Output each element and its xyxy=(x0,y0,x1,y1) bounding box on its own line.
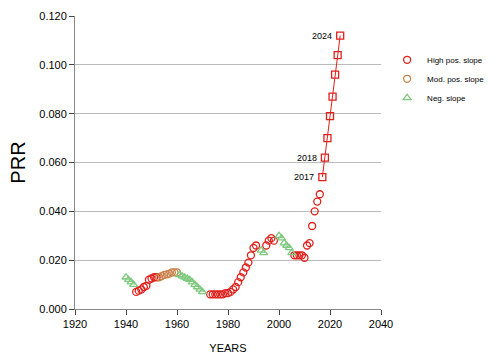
svg-text:1980: 1980 xyxy=(216,318,240,330)
svg-text:0.100: 0.100 xyxy=(39,59,67,71)
svg-text:High pos. slope: High pos. slope xyxy=(427,56,483,65)
svg-text:2017: 2017 xyxy=(294,172,314,182)
svg-text:2018: 2018 xyxy=(297,153,317,163)
svg-text:0.000: 0.000 xyxy=(39,303,67,315)
svg-text:0.120: 0.120 xyxy=(39,10,67,22)
svg-text:1920: 1920 xyxy=(63,318,87,330)
svg-text:Neg. slope: Neg. slope xyxy=(427,94,466,103)
svg-text:1940: 1940 xyxy=(114,318,138,330)
svg-text:YEARS: YEARS xyxy=(209,342,246,354)
svg-text:0.020: 0.020 xyxy=(39,254,67,266)
svg-text:0.040: 0.040 xyxy=(39,205,67,217)
svg-text:Mod. pos. slope: Mod. pos. slope xyxy=(427,75,484,84)
svg-text:0.080: 0.080 xyxy=(39,108,67,120)
svg-text:2020: 2020 xyxy=(318,318,342,330)
svg-text:0.060: 0.060 xyxy=(39,156,67,168)
svg-text:2000: 2000 xyxy=(267,318,291,330)
svg-text:2024: 2024 xyxy=(312,31,332,41)
svg-text:1960: 1960 xyxy=(165,318,189,330)
svg-text:PRR: PRR xyxy=(7,141,29,183)
svg-text:2040: 2040 xyxy=(369,318,393,330)
